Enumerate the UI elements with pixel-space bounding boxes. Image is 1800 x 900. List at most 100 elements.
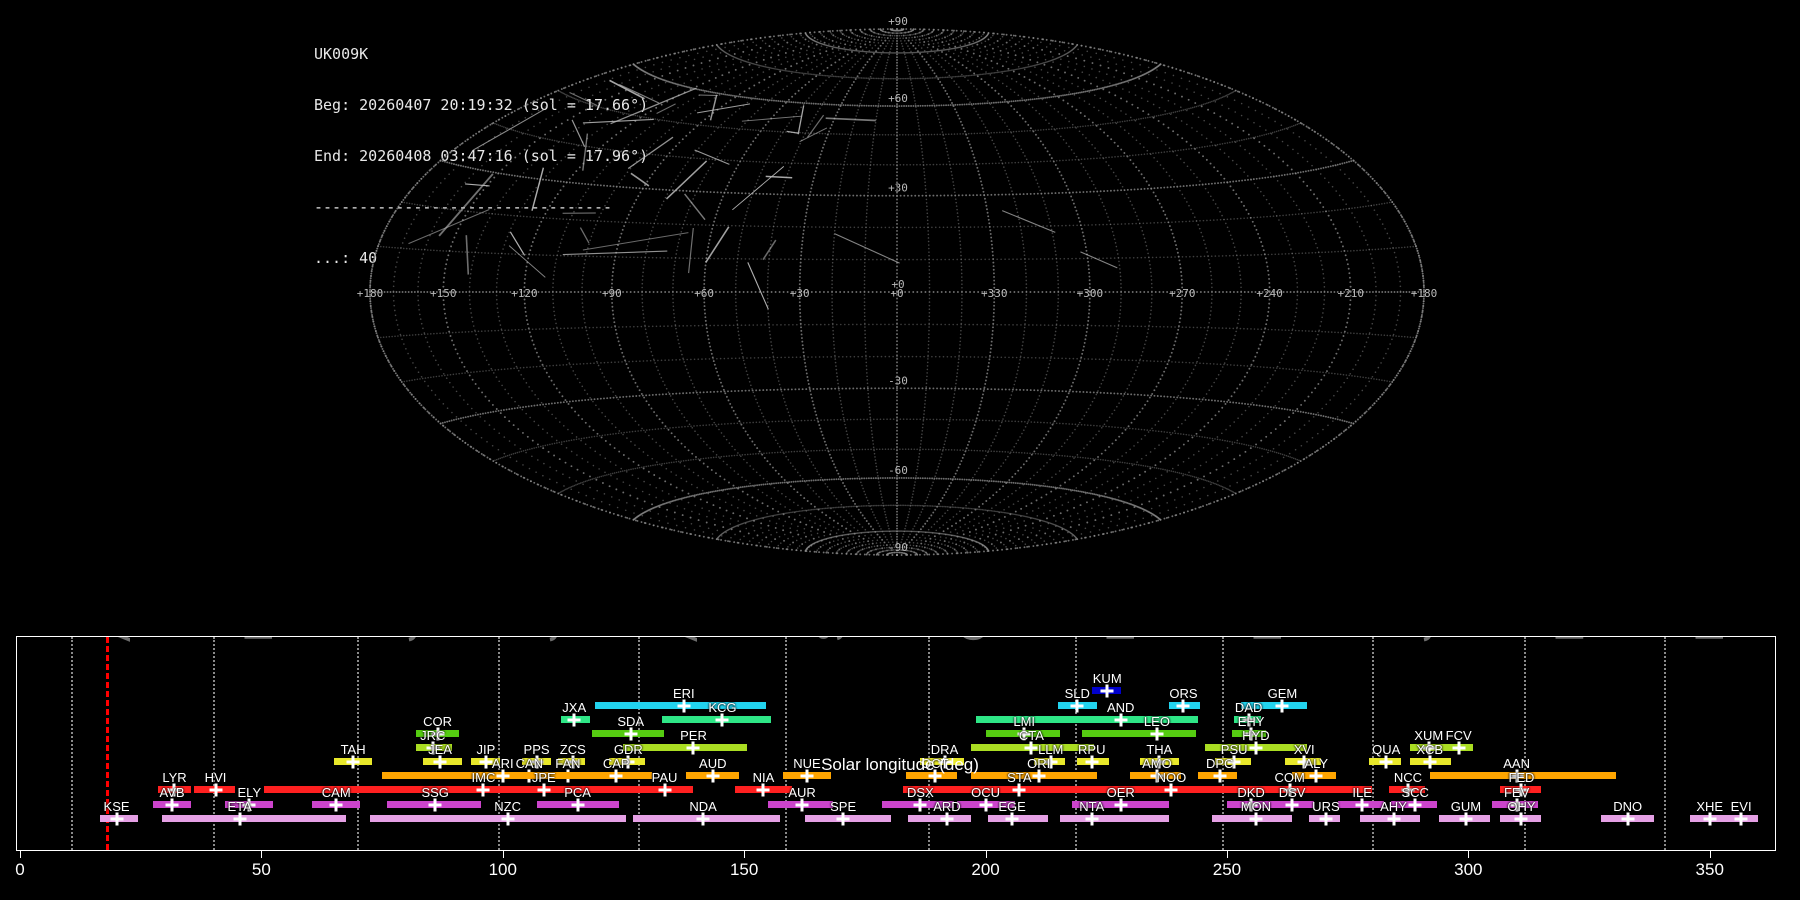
lat-label: -60: [888, 464, 908, 477]
meteor-track: [747, 262, 769, 310]
shower-label-nta: NTA: [1079, 799, 1105, 814]
meteor-track: [610, 87, 697, 125]
shower-bar-nda[interactable]: [633, 815, 781, 822]
meteor-track: [465, 235, 470, 275]
meteor-track: [688, 227, 694, 274]
shower-label-psu: PSU: [1220, 742, 1248, 757]
shower-bar-eta[interactable]: [162, 815, 346, 822]
x-axis-tick-label: 300: [1454, 860, 1483, 879]
shower-bar-kum[interactable]: [1091, 687, 1121, 694]
lon-label: +180: [357, 287, 384, 300]
shower-label-imc: IMC: [471, 770, 496, 785]
x-axis-tick: [744, 851, 746, 858]
x-axis-tick: [985, 851, 987, 858]
shower-bar-dno[interactable]: [1601, 815, 1655, 822]
shower-label-llm: LLM: [1038, 742, 1064, 757]
shower-bar-ohy[interactable]: [1499, 815, 1541, 822]
shower-label-eta: ETA: [227, 799, 252, 814]
shower-bar-gum[interactable]: [1439, 815, 1491, 822]
shower-bar-hvi[interactable]: [193, 786, 235, 793]
month-divider: [1523, 637, 1526, 850]
shower-bar-nzc[interactable]: [370, 815, 626, 822]
shower-label-xum: XUM: [1414, 728, 1444, 743]
shower-bar-eri[interactable]: [594, 702, 766, 709]
x-axis-tick: [1468, 851, 1470, 858]
shower-label-jea: JEA: [428, 742, 452, 757]
meteor-track: [508, 245, 546, 278]
shower-bar-ahy[interactable]: [1359, 815, 1421, 822]
month-divider: [785, 637, 788, 850]
shower-bar-jxa[interactable]: [560, 716, 590, 723]
shower-label-cap: CAP: [602, 756, 630, 771]
meteor-track: [472, 109, 545, 151]
shower-bar-gem[interactable]: [1241, 702, 1307, 709]
shower-bar-spe[interactable]: [804, 815, 892, 822]
lat-label: +0: [891, 278, 904, 291]
shower-bar-and[interactable]: [975, 716, 1198, 723]
shower-bar-evi[interactable]: [1726, 815, 1758, 822]
meteor-track: [694, 149, 730, 165]
meteor-track: [509, 231, 526, 256]
meteor-track: [656, 103, 676, 114]
shower-label-ohy: OHY: [1507, 799, 1536, 814]
shower-bar-ors[interactable]: [1169, 702, 1201, 709]
x-axis-tick-label: 0: [15, 860, 25, 879]
shower-bar-kse[interactable]: [99, 815, 139, 822]
shower-bar-sld[interactable]: [1057, 702, 1097, 709]
month-label-dec: DEC: [1246, 637, 1291, 642]
shower-label-fan: FAN: [555, 756, 581, 771]
lon-label: +120: [511, 287, 538, 300]
sky-map-panel: +90 +60 +30 +0 -30 -60 -90 +180 +150 +120 +90 +60 +3…: [357, 15, 1437, 556]
shower-bar-cta[interactable]: [971, 744, 1095, 751]
shower-bar-per[interactable]: [623, 744, 747, 751]
timeline-inner: APR MAY JUN JUL AUG SEP OCT NOV DEC JAN FEB MAR KUM E…: [17, 637, 1775, 850]
shower-bar-pau[interactable]: [633, 786, 694, 793]
month-divider: [1663, 637, 1666, 850]
shower-bar-aur[interactable]: [768, 801, 834, 808]
shower-bar-imc[interactable]: [263, 786, 687, 793]
month-divider: [1371, 637, 1374, 850]
meteor-track: [562, 250, 668, 256]
shower-label-cor: COR: [423, 714, 453, 729]
shower-bar-ege[interactable]: [987, 815, 1049, 822]
shower-bar-cam[interactable]: [312, 801, 361, 808]
shower-bar-kcg[interactable]: [662, 716, 771, 723]
shower-bar-ssg[interactable]: [386, 801, 482, 808]
shower-bar-pca[interactable]: [536, 801, 619, 808]
shower-bar-mon[interactable]: [1212, 815, 1293, 822]
shower-label-ari: ARI: [491, 756, 514, 771]
shower-bar-urs[interactable]: [1309, 815, 1341, 822]
lat-label: +90: [888, 15, 908, 28]
x-axis-tick-label: 200: [971, 860, 1000, 879]
meteor-track: [732, 166, 785, 211]
shower-label-xcb: XCB: [1416, 742, 1444, 757]
shower-bar-xhe[interactable]: [1690, 815, 1727, 822]
shower-label-cta: CTA: [1018, 728, 1044, 743]
shower-bar-leo[interactable]: [1082, 730, 1196, 737]
shower-label-oer: OER: [1106, 785, 1135, 800]
shower-label-sda: SDA: [617, 714, 645, 729]
shower-bar-ard[interactable]: [908, 815, 972, 822]
shower-label-com: COM: [1274, 770, 1305, 785]
shower-label-fcv: FCV: [1445, 728, 1472, 743]
shower-label-ege: EGE: [998, 799, 1026, 814]
meteor-track: [765, 175, 793, 179]
shower-bar-ile[interactable]: [1337, 801, 1384, 808]
month-label-nov: NOV: [1099, 637, 1144, 642]
shower-label-ori: ORI: [1027, 756, 1051, 771]
solar-longitude-timeline[interactable]: APR MAY JUN JUL AUG SEP OCT NOV DEC JAN FEB MAR KUM E…: [16, 636, 1776, 851]
shower-label-per: PER: [680, 728, 707, 743]
shower-bar-dsv[interactable]: [1267, 801, 1314, 808]
shower-bar-avb[interactable]: [152, 801, 192, 808]
shower-bar-noo[interactable]: [1120, 786, 1208, 793]
shower-bar-fcv[interactable]: [1441, 744, 1474, 751]
month-divider: [356, 637, 359, 850]
shower-label-rpu: RPU: [1078, 742, 1106, 757]
shower-bar-sta[interactable]: [903, 786, 1131, 793]
shower-bar-jpe[interactable]: [524, 786, 564, 793]
meteor-track: [438, 173, 494, 237]
shower-bar-sda[interactable]: [592, 730, 665, 737]
shower-bar-nia[interactable]: [734, 786, 793, 793]
shower-bar-nta[interactable]: [1060, 815, 1169, 822]
lon-label: +270: [1169, 287, 1196, 300]
